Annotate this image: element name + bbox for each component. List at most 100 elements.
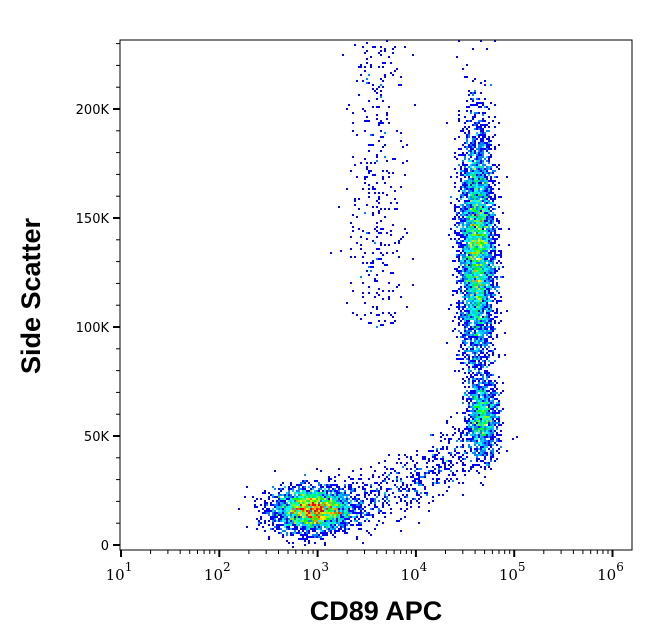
density-cell bbox=[472, 266, 474, 268]
density-cell bbox=[484, 180, 486, 182]
density-cell bbox=[458, 234, 460, 236]
density-cell bbox=[282, 530, 284, 532]
density-cell bbox=[474, 232, 476, 234]
density-cell bbox=[486, 296, 488, 298]
density-cell bbox=[482, 168, 484, 170]
density-cell bbox=[498, 286, 500, 288]
density-cell bbox=[384, 512, 386, 514]
density-cell bbox=[472, 186, 474, 188]
density-cell bbox=[490, 294, 492, 296]
density-cell bbox=[466, 312, 468, 314]
density-cell bbox=[464, 146, 466, 148]
density-cell bbox=[490, 394, 492, 396]
density-cell bbox=[302, 534, 304, 536]
density-cell bbox=[498, 292, 500, 294]
density-cell bbox=[484, 252, 486, 254]
density-cell bbox=[336, 486, 338, 488]
density-cell bbox=[508, 244, 510, 246]
density-cell bbox=[334, 494, 336, 496]
density-cell bbox=[322, 532, 324, 534]
density-cell bbox=[464, 164, 466, 166]
density-cell bbox=[492, 120, 494, 122]
density-cell bbox=[364, 252, 366, 254]
density-cell bbox=[334, 488, 336, 490]
density-cell bbox=[462, 494, 464, 496]
density-cell bbox=[486, 302, 488, 304]
density-cell bbox=[466, 292, 468, 294]
density-cell bbox=[488, 208, 490, 210]
density-cell bbox=[470, 270, 472, 272]
density-cell bbox=[358, 494, 360, 496]
density-cell bbox=[484, 226, 486, 228]
density-cell bbox=[342, 54, 344, 56]
density-cell bbox=[468, 328, 470, 330]
density-cell bbox=[492, 390, 494, 392]
density-cell bbox=[472, 168, 474, 170]
density-cell bbox=[478, 220, 480, 222]
density-cell bbox=[334, 504, 336, 506]
density-cell bbox=[370, 64, 372, 66]
density-cell bbox=[290, 482, 292, 484]
density-cell bbox=[418, 494, 420, 496]
density-cell bbox=[378, 258, 380, 260]
density-cell bbox=[310, 528, 312, 530]
density-cell bbox=[480, 202, 482, 204]
density-cell bbox=[360, 276, 362, 278]
density-cell bbox=[490, 300, 492, 302]
y-axis-title: Side Scatter bbox=[16, 217, 46, 374]
density-cell bbox=[480, 102, 482, 104]
density-cell bbox=[482, 120, 484, 122]
density-cell bbox=[418, 468, 420, 470]
density-cell bbox=[336, 494, 338, 496]
density-cell bbox=[302, 508, 304, 510]
density-cell bbox=[380, 510, 382, 512]
density-cell bbox=[402, 488, 404, 490]
density-cell bbox=[326, 510, 328, 512]
density-cell bbox=[486, 160, 488, 162]
density-cell bbox=[476, 124, 478, 126]
density-cell bbox=[292, 496, 294, 498]
density-cell bbox=[290, 496, 292, 498]
density-cell bbox=[488, 232, 490, 234]
density-cell bbox=[480, 362, 482, 364]
density-cell bbox=[480, 254, 482, 256]
density-cell bbox=[328, 510, 330, 512]
density-cell bbox=[406, 468, 408, 470]
density-cell bbox=[316, 492, 318, 494]
density-cell bbox=[464, 192, 466, 194]
density-cell bbox=[494, 294, 496, 296]
density-cell bbox=[472, 352, 474, 354]
density-cell bbox=[362, 230, 364, 232]
density-cell bbox=[482, 330, 484, 332]
density-cell bbox=[312, 498, 314, 500]
density-cell bbox=[424, 456, 426, 458]
density-cell bbox=[490, 234, 492, 236]
density-cell bbox=[492, 246, 494, 248]
density-cell bbox=[488, 264, 490, 266]
density-cell bbox=[348, 502, 350, 504]
density-cell bbox=[376, 92, 378, 94]
density-cell bbox=[280, 490, 282, 492]
density-cell bbox=[472, 420, 474, 422]
density-cell bbox=[460, 262, 462, 264]
density-cell bbox=[476, 404, 478, 406]
density-cell bbox=[482, 416, 484, 418]
density-cell bbox=[460, 242, 462, 244]
density-cell bbox=[484, 230, 486, 232]
density-cell bbox=[460, 314, 462, 316]
density-cell bbox=[476, 134, 478, 136]
density-cell bbox=[456, 214, 458, 216]
density-cell bbox=[496, 308, 498, 310]
density-cell bbox=[486, 400, 488, 402]
density-cell bbox=[290, 498, 292, 500]
density-cell bbox=[410, 500, 412, 502]
density-cell bbox=[466, 432, 468, 434]
density-cell bbox=[478, 296, 480, 298]
density-cell bbox=[292, 514, 294, 516]
density-cell bbox=[284, 522, 286, 524]
density-cell bbox=[400, 508, 402, 510]
density-cell bbox=[342, 494, 344, 496]
density-cell bbox=[338, 502, 340, 504]
density-cell bbox=[478, 398, 480, 400]
density-cell bbox=[298, 532, 300, 534]
